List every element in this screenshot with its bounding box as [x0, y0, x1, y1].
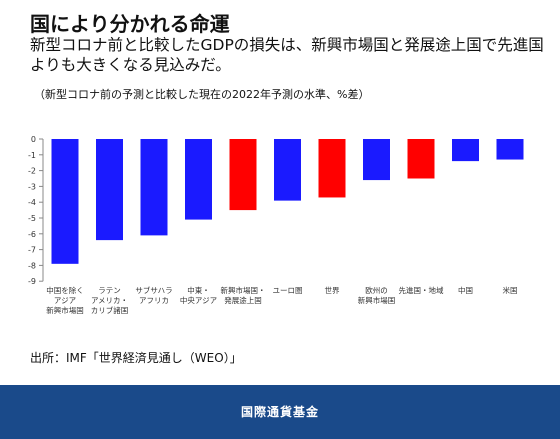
bar — [363, 139, 390, 181]
y-axis: 0 -1 -2 -3 -4 -5 -6 -7 -8 -9 — [28, 135, 44, 286]
y-tick-label: 0 — [31, 135, 36, 144]
bars — [51, 139, 524, 264]
y-tick-label: -8 — [28, 261, 36, 270]
bar — [229, 139, 257, 211]
y-tick-label: -2 — [28, 167, 36, 176]
bar — [407, 139, 435, 179]
chart-title: 国により分かれる命運 — [30, 12, 230, 36]
bar — [185, 139, 212, 220]
bar — [51, 139, 79, 264]
footer-org-name: 国際通貨基金 — [240, 405, 319, 419]
y-tick-label: -1 — [28, 151, 36, 160]
category-label: 中東・中央アジア — [180, 285, 217, 305]
footer-banner: 国際通貨基金 — [0, 385, 560, 439]
category-label: 世界 — [325, 285, 340, 295]
source-note: 出所：IMF「世界経済見通し（WEO）」 — [30, 351, 242, 365]
category-label: 米国 — [503, 285, 518, 295]
bar — [140, 139, 168, 236]
category-label: ユーロ圏 — [273, 286, 303, 295]
y-tick-label: -5 — [28, 214, 36, 223]
y-tick-label: -9 — [28, 277, 36, 286]
bar — [96, 139, 123, 241]
category-label: ラテンアメリカ・カリブ諸国 — [91, 286, 129, 315]
bar-chart: 0 -1 -2 -3 -4 -5 -6 -7 -8 -9 中国を除くアジア新興市場国ラテンアメリカ… — [28, 135, 524, 315]
category-label: 中国を除くアジア新興市場国 — [46, 285, 84, 315]
category-label: サブサハラアフリカ — [135, 285, 172, 305]
category-label: 欧州の新興市場国 — [358, 285, 396, 305]
category-labels: 中国を除くアジア新興市場国ラテンアメリカ・カリブ諸国サブサハラアフリカ中東・中央… — [46, 285, 517, 315]
category-label: 先進国・地域 — [399, 285, 444, 295]
bar — [274, 139, 301, 201]
y-tick-label: -6 — [28, 230, 36, 239]
chart-subtitle: 新型コロナ前と比較したGDPの損失は、新興市場国と発展途上国で先進国よりも大きく… — [30, 36, 544, 74]
y-tick-label: -4 — [28, 198, 36, 207]
bar — [452, 139, 479, 162]
category-label: 中国 — [458, 285, 473, 295]
bar — [318, 139, 346, 198]
bar — [496, 139, 524, 160]
y-tick-label: -3 — [28, 182, 36, 191]
category-label: 新興市場国・発展途上国 — [221, 285, 266, 305]
chart-note: （新型コロナ前の予測と比較した現在の2022年予測の水準、%差） — [34, 88, 370, 101]
y-tick-label: -7 — [28, 246, 36, 255]
